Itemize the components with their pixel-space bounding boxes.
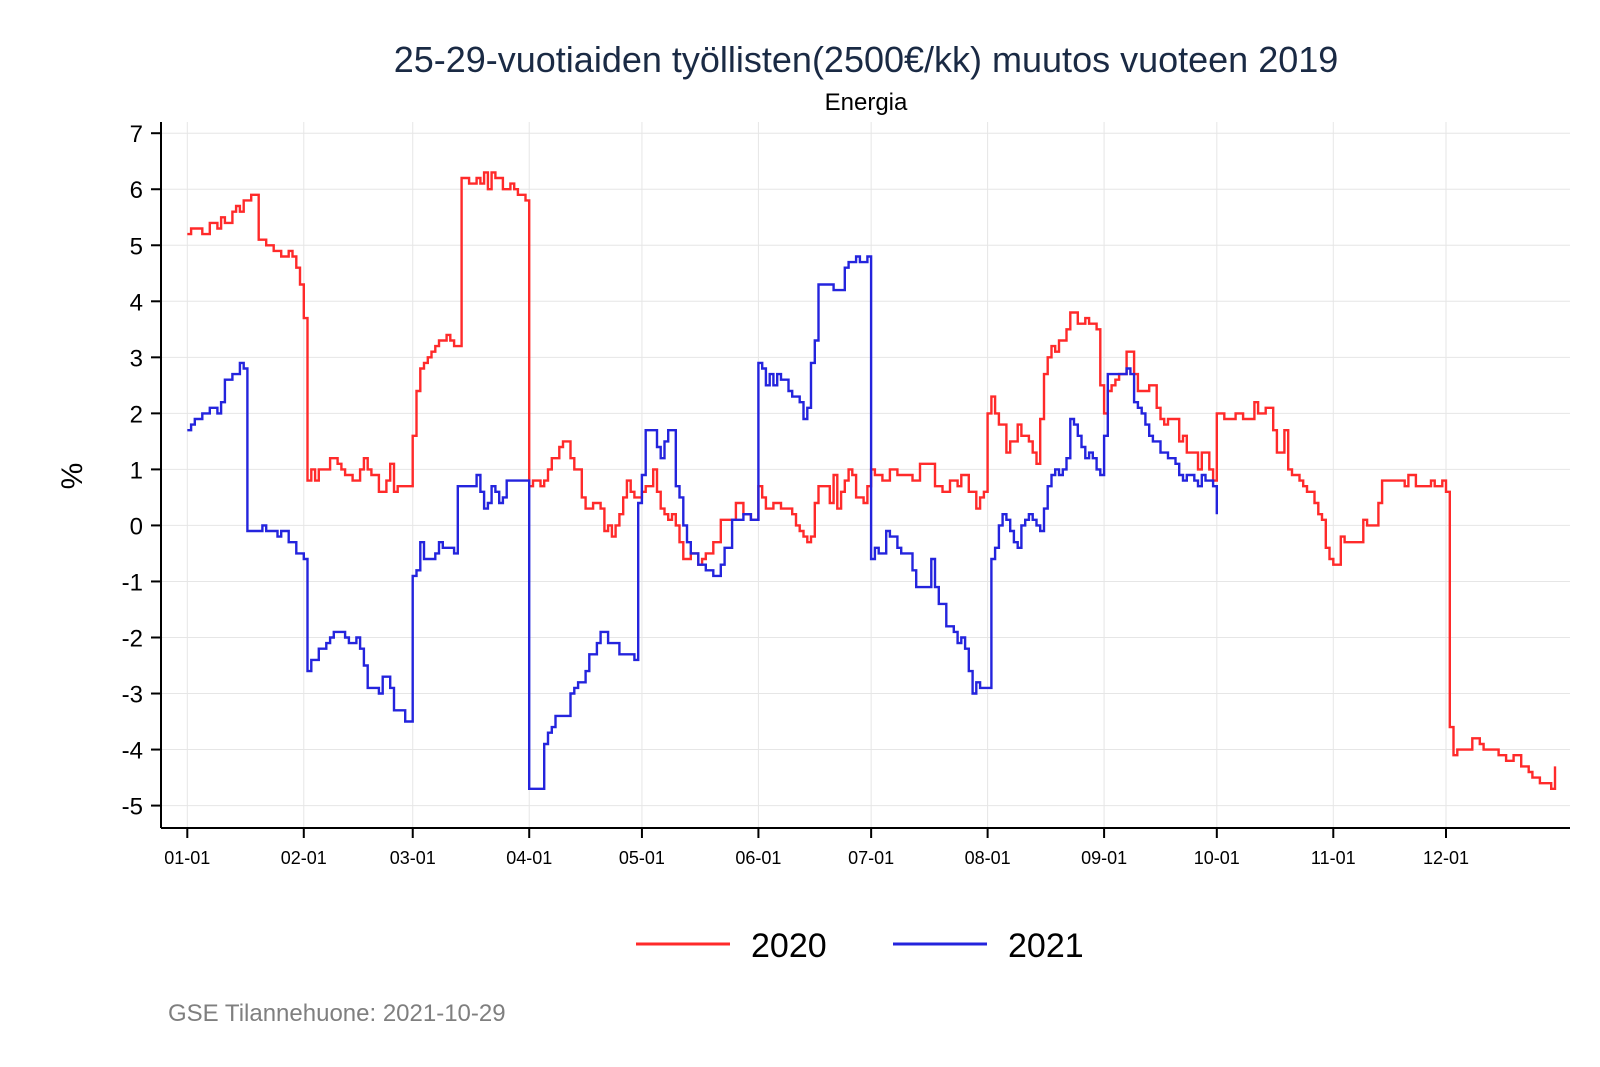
x-tick-label: 06-01 [735,848,781,868]
y-tick-label: 7 [130,121,143,148]
x-tick-label: 05-01 [619,848,665,868]
legend-label-2020: 2020 [751,927,827,965]
y-tick-label: 3 [130,345,143,372]
series-line-2020 [187,171,1557,790]
x-tick-label: 03-01 [390,848,436,868]
x-tick-label: 09-01 [1081,848,1127,868]
legend-label-2021: 2021 [1008,927,1084,965]
y-axis-label: % [56,463,89,490]
y-tick-label: 4 [130,289,143,316]
chart-title: 25-29-vuotiaiden työllisten(2500€/kk) mu… [394,39,1339,80]
y-tick-label: -2 [122,625,143,652]
x-tick-label: 11-01 [1311,848,1356,868]
y-tick-label: -3 [122,682,143,709]
y-tick-label: 1 [130,457,143,484]
x-tick-label: 02-01 [281,848,327,868]
y-tick-label: -1 [122,569,143,596]
legend: 2020 2021 [636,927,1084,965]
x-tick-label: 04-01 [506,848,552,868]
axes [160,122,1570,829]
y-tick-label: 5 [130,233,143,260]
y-tick-label: -4 [122,738,143,765]
series-layer [187,171,1557,790]
series-line-2021 [187,255,1218,790]
y-tick-label: -5 [122,794,143,821]
y-ticks: 7 6 5 4 3 2 1 0 -1 -2 -3 -4 -5 [122,121,161,821]
y-tick-label: 2 [130,401,143,428]
chart-subtitle: Energia [825,89,908,116]
x-tick-label: 12-01 [1423,848,1469,868]
source-note: GSE Tilannehuone: 2021-10-29 [168,1000,506,1027]
x-tick-label: 08-01 [965,848,1011,868]
x-ticks: 01-01 02-01 03-01 04-01 05-01 06-01 07-01 08-01… [164,828,1469,868]
x-tick-label: 10-01 [1194,848,1240,868]
y-tick-label: 6 [130,177,143,204]
x-tick-label: 01-01 [164,848,210,868]
x-tick-label: 07-01 [848,848,894,868]
y-tick-label: 0 [130,513,143,540]
